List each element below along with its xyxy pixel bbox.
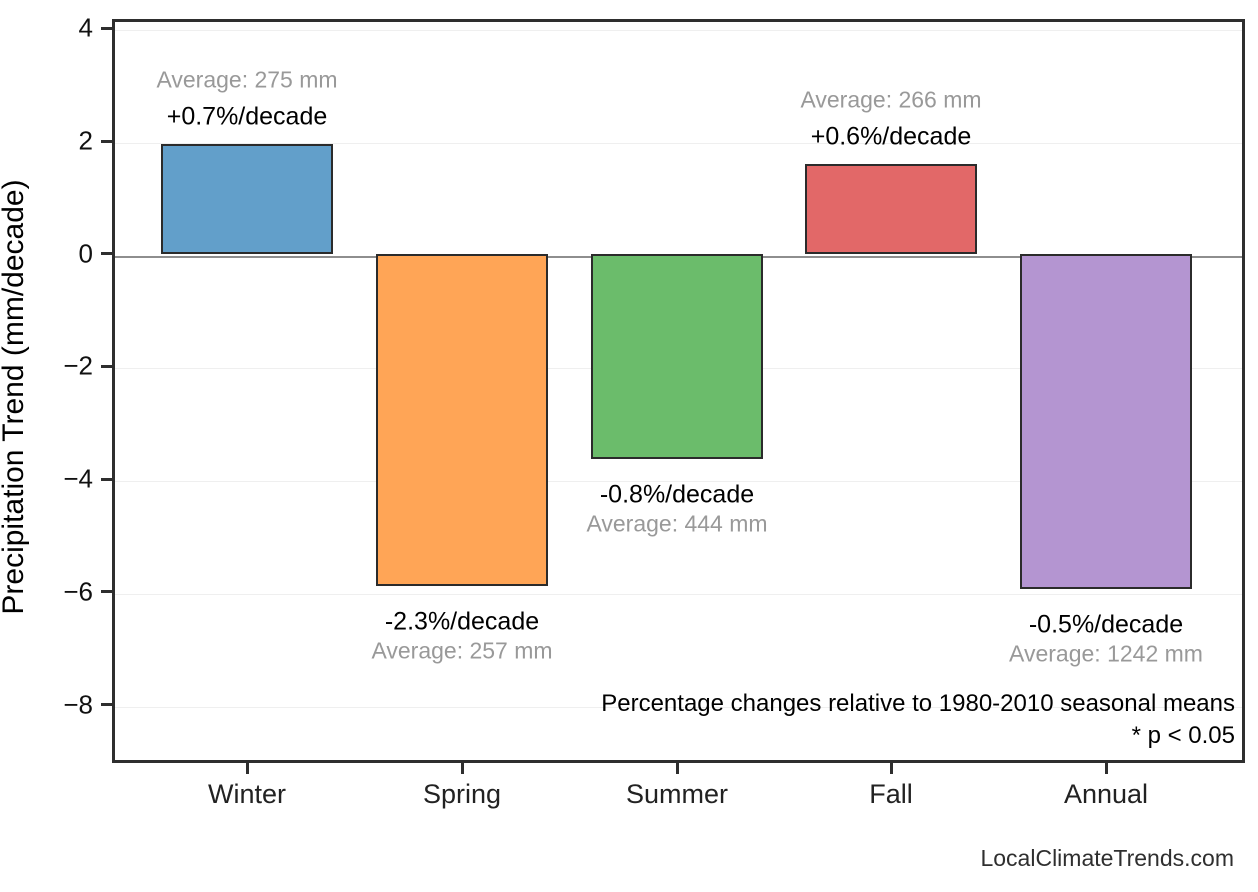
x-tick-label-annual: Annual — [1063, 779, 1149, 809]
annotation-note: Percentage changes relative to 1980-2010… — [601, 690, 1235, 717]
y-tick-label: −4 — [63, 463, 93, 494]
bar-winter — [161, 143, 333, 254]
x-tick-mark — [460, 763, 464, 774]
bar-fall — [805, 163, 977, 254]
gridline — [115, 706, 1242, 708]
y-tick-mark — [101, 477, 112, 481]
x-tick-label-fall: Fall — [869, 779, 913, 809]
y-tick-mark — [101, 703, 112, 706]
y-tick-mark — [101, 364, 112, 368]
percent-label-summer: -0.8%/decade — [599, 480, 755, 509]
x-tick-mark — [675, 763, 679, 774]
average-label-summer: Average: 444 mm — [586, 510, 768, 537]
percent-label-winter: +0.7%/decade — [166, 102, 328, 131]
gridline — [115, 143, 1242, 144]
x-tick-mark — [1104, 763, 1108, 774]
bar-annual — [1020, 253, 1192, 589]
x-tick-mark — [889, 763, 893, 774]
watermark-text: LocalClimateTrends.com — [980, 845, 1234, 871]
y-tick-label: 0 — [78, 238, 93, 269]
bar-spring — [376, 253, 548, 587]
x-tick-label-winter: Winter — [207, 779, 286, 809]
x-tick-label-spring: Spring — [422, 779, 502, 809]
y-axis-label: Precipitation Trend (mm/decade) — [0, 179, 30, 615]
average-label-annual: Average: 1242 mm — [1009, 640, 1203, 667]
x-tick-mark — [245, 763, 249, 774]
annotation-significance: * p < 0.05 — [1131, 722, 1235, 749]
percent-label-spring: -2.3%/decade — [384, 607, 540, 636]
y-tick-label: 4 — [78, 12, 93, 43]
gridline — [115, 481, 1242, 483]
average-label-fall: Average: 266 mm — [800, 86, 982, 113]
y-tick-label: −8 — [63, 689, 93, 719]
plot-area — [112, 19, 1245, 763]
gridline — [115, 30, 1242, 32]
y-tick-label: 2 — [78, 125, 93, 156]
y-tick-mark — [101, 590, 112, 594]
y-tick-mark — [101, 139, 112, 143]
y-tick-mark — [101, 252, 112, 256]
y-tick-label: −6 — [63, 576, 93, 607]
gridline — [115, 593, 1242, 595]
average-label-winter: Average: 275 mm — [156, 66, 338, 93]
bar-summer — [591, 253, 763, 460]
percent-label-annual: -0.5%/decade — [1028, 610, 1184, 639]
y-tick-label: −2 — [63, 350, 93, 381]
percent-label-fall: +0.6%/decade — [810, 122, 972, 151]
y-tick-mark — [101, 26, 112, 30]
x-tick-label-summer: Summer — [625, 779, 728, 809]
average-label-spring: Average: 257 mm — [371, 637, 553, 664]
